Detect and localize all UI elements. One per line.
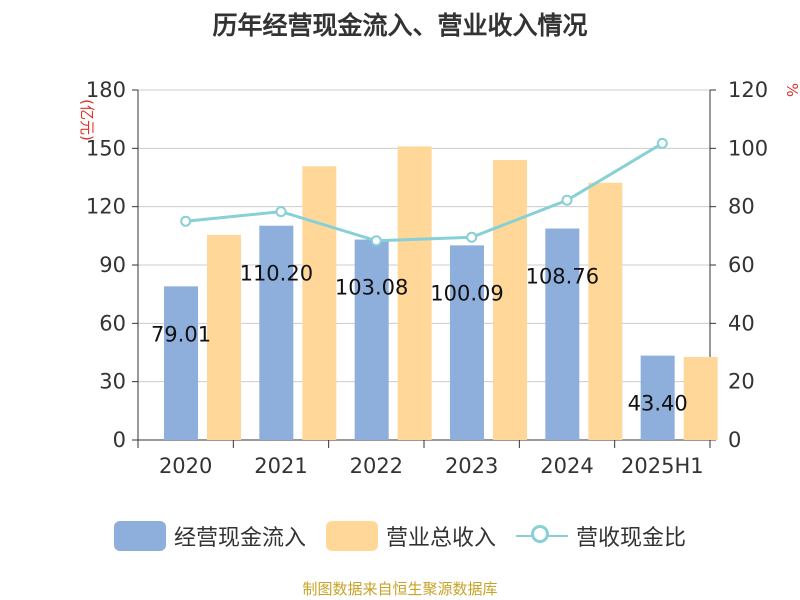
bar-revenue [493,160,527,440]
legend-swatch-cash-inflow [113,521,166,551]
right-axis-tick-label: 60 [728,253,755,277]
data-label-cash-inflow: 110.20 [240,262,313,286]
x-axis-tick-label: 2020 [159,454,212,478]
legend-item-cash-inflow[interactable]: 经营现金流入 [113,520,306,552]
left-axis-tick-label: 120 [86,195,126,219]
bar-revenue [397,146,432,440]
legend-swatch-ratio [516,521,568,551]
data-label-cash-inflow: 103.08 [335,276,408,300]
data-label-cash-inflow: 43.40 [628,392,688,416]
left-axis-tick-label: 150 [86,136,126,160]
legend-label-cash-inflow: 经营现金流入 [173,526,306,551]
left-axis-tick-label: 180 [86,78,126,102]
bar-cash-inflow [354,239,389,440]
left-axis-tick-label: 0 [113,428,126,452]
bar-cash-inflow [259,225,294,440]
point-ratio [466,231,478,243]
point-ratio [180,215,192,227]
legend-label-ratio: 营收现金比 [576,526,687,551]
point-ratio [561,194,573,206]
right-axis-tick-label: 40 [728,311,755,335]
data-label-cash-inflow: 108.76 [526,265,599,289]
legend-item-revenue[interactable]: 营业总收入 [325,520,496,552]
data-label-cash-inflow: 79.01 [151,322,211,346]
data-label-cash-inflow: 100.09 [430,281,503,305]
point-ratio [656,137,668,149]
left-axis-tick-label: 30 [99,370,126,394]
x-axis-tick-label: 2021 [254,454,307,478]
left-axis-tick-label: 90 [99,253,126,277]
bar-cash-inflow [450,245,484,440]
point-ratio [370,235,382,247]
bar-revenue [588,182,623,440]
right-axis-tick-label: 0 [728,428,741,452]
bar-revenue [683,356,718,440]
bar-cash-inflow [640,355,675,440]
right-axis-unit: % [783,83,800,97]
chart-title: 历年经营现金流入、营业收入情况 [212,11,588,40]
legend-label-revenue: 营业总收入 [385,526,496,551]
left-axis-unit: (亿元) [78,99,96,141]
left-axis-tick-label: 60 [99,311,126,335]
x-axis-tick-label: 2024 [540,454,593,478]
x-axis-tick-label: 2022 [350,454,403,478]
chart-legend: 经营现金流入 营业总收入 营收现金比 [0,516,800,556]
legend-item-ratio[interactable]: 营收现金比 [516,520,686,552]
right-axis-tick-label: 80 [728,195,755,219]
right-axis-tick-label: 120 [728,78,768,102]
bar-revenue [302,166,337,440]
bar-cash-inflow [545,228,580,440]
right-axis-tick-label: 100 [728,136,768,160]
line-ratio [185,142,664,243]
x-axis-tick-label: 2023 [445,454,498,478]
right-axis-tick-label: 20 [728,370,755,394]
bar-revenue [207,234,241,440]
x-axis-tick-label: 2025H1 [621,454,704,478]
bar-cash-inflow [164,286,198,440]
data-source-note: 制图数据来自恒生聚源数据库 [302,580,498,598]
legend-swatch-revenue [325,521,378,551]
point-ratio [275,206,287,218]
